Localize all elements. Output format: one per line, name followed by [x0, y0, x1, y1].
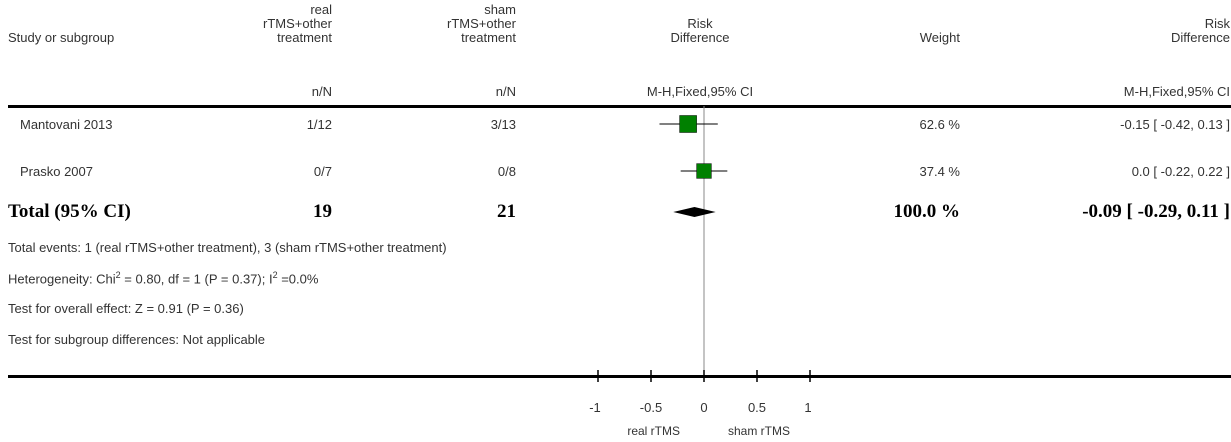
- header-nN2: n/N: [495, 84, 516, 99]
- header-group2-line2: rTMS+other: [447, 16, 516, 31]
- total-weight: 100.0 %: [893, 201, 961, 222]
- header-group2-line1: sham: [484, 2, 516, 17]
- footer-heterogeneity-a: Heterogeneity: Chi: [8, 271, 116, 287]
- header-effect-line2: Difference: [670, 30, 730, 45]
- study-square: [696, 163, 712, 179]
- total-ci: -0.09 [ -0.29, 0.11 ]: [1082, 201, 1230, 222]
- header-group2-line3: treatment: [461, 30, 516, 45]
- header-group1: real rTMS+other treatment: [230, 3, 332, 45]
- study-name-1: Mantovani 2013: [20, 117, 113, 132]
- header-nN1: n/N: [311, 84, 332, 99]
- axis-tick-label-1: 1: [804, 400, 812, 415]
- footer-events: Total events: 1 (real rTMS+other treatme…: [8, 240, 447, 255]
- footer-heterogeneity: Heterogeneity: Chi2 = 0.80, df = 1 (P = …: [8, 270, 318, 286]
- header-method: M-H,Fixed,95% CI: [646, 84, 754, 99]
- study-g2-1: 3/13: [490, 117, 516, 132]
- header-group1-line1: real: [310, 2, 332, 17]
- footer-subgroup: Test for subgroup differences: Not appli…: [8, 332, 266, 347]
- total-label: Total (95% CI): [8, 201, 131, 222]
- study-ci-2: 0.0 [ -0.22, 0.22 ]: [1131, 164, 1230, 179]
- header-group2: sham rTMS+other treatment: [414, 3, 516, 45]
- axis-tick-label-neg1: -1: [589, 400, 601, 415]
- study-weight-1: 62.6 %: [919, 117, 960, 132]
- study-g1-1: 1/12: [306, 117, 332, 132]
- footer-sup-2: 2: [272, 270, 278, 280]
- header-group1-line2: rTMS+other: [263, 16, 332, 31]
- footer-heterogeneity-b: = 0.80, df = 1 (P = 0.37); I: [120, 271, 273, 287]
- footer-sup-1: 2: [115, 270, 121, 280]
- study-weight-2: 37.4 %: [919, 164, 960, 179]
- header-method2: M-H,Fixed,95% CI: [1123, 84, 1230, 99]
- study-name-2: Prasko 2007: [20, 164, 93, 179]
- total-diamond: [673, 207, 716, 217]
- total-g1: 19: [313, 201, 332, 222]
- footer-overall: Test for overall effect: Z = 0.91 (P = 0…: [8, 301, 244, 316]
- study-g1-2: 0/7: [313, 164, 332, 179]
- header-effect2-line1: Risk: [1204, 16, 1230, 31]
- axis-tick-label-0: 0: [700, 400, 708, 415]
- header-effect2-line2: Difference: [1170, 30, 1230, 45]
- header-rule: [8, 105, 1231, 108]
- axis-right-label: sham rTMS: [728, 424, 791, 438]
- header-effect2: Risk Difference: [1060, 17, 1230, 45]
- axis-tick-label-neg05: -0.5: [639, 400, 663, 415]
- header-group1-line3: treatment: [277, 30, 332, 45]
- axis-left-label: real rTMS: [627, 424, 680, 438]
- study-square: [679, 115, 697, 133]
- header-study: Study or subgroup: [8, 30, 115, 45]
- header-weight: Weight: [919, 30, 960, 45]
- footer-heterogeneity-c: =0.0%: [277, 271, 319, 287]
- study-g2-2: 0/8: [497, 164, 516, 179]
- total-g2: 21: [497, 201, 516, 222]
- header-effect: Risk Difference: [600, 17, 800, 45]
- header-effect-line1: Risk: [687, 16, 713, 31]
- axis-tick-label-05: 0.5: [747, 400, 767, 415]
- study-ci-1: -0.15 [ -0.42, 0.13 ]: [1120, 117, 1230, 132]
